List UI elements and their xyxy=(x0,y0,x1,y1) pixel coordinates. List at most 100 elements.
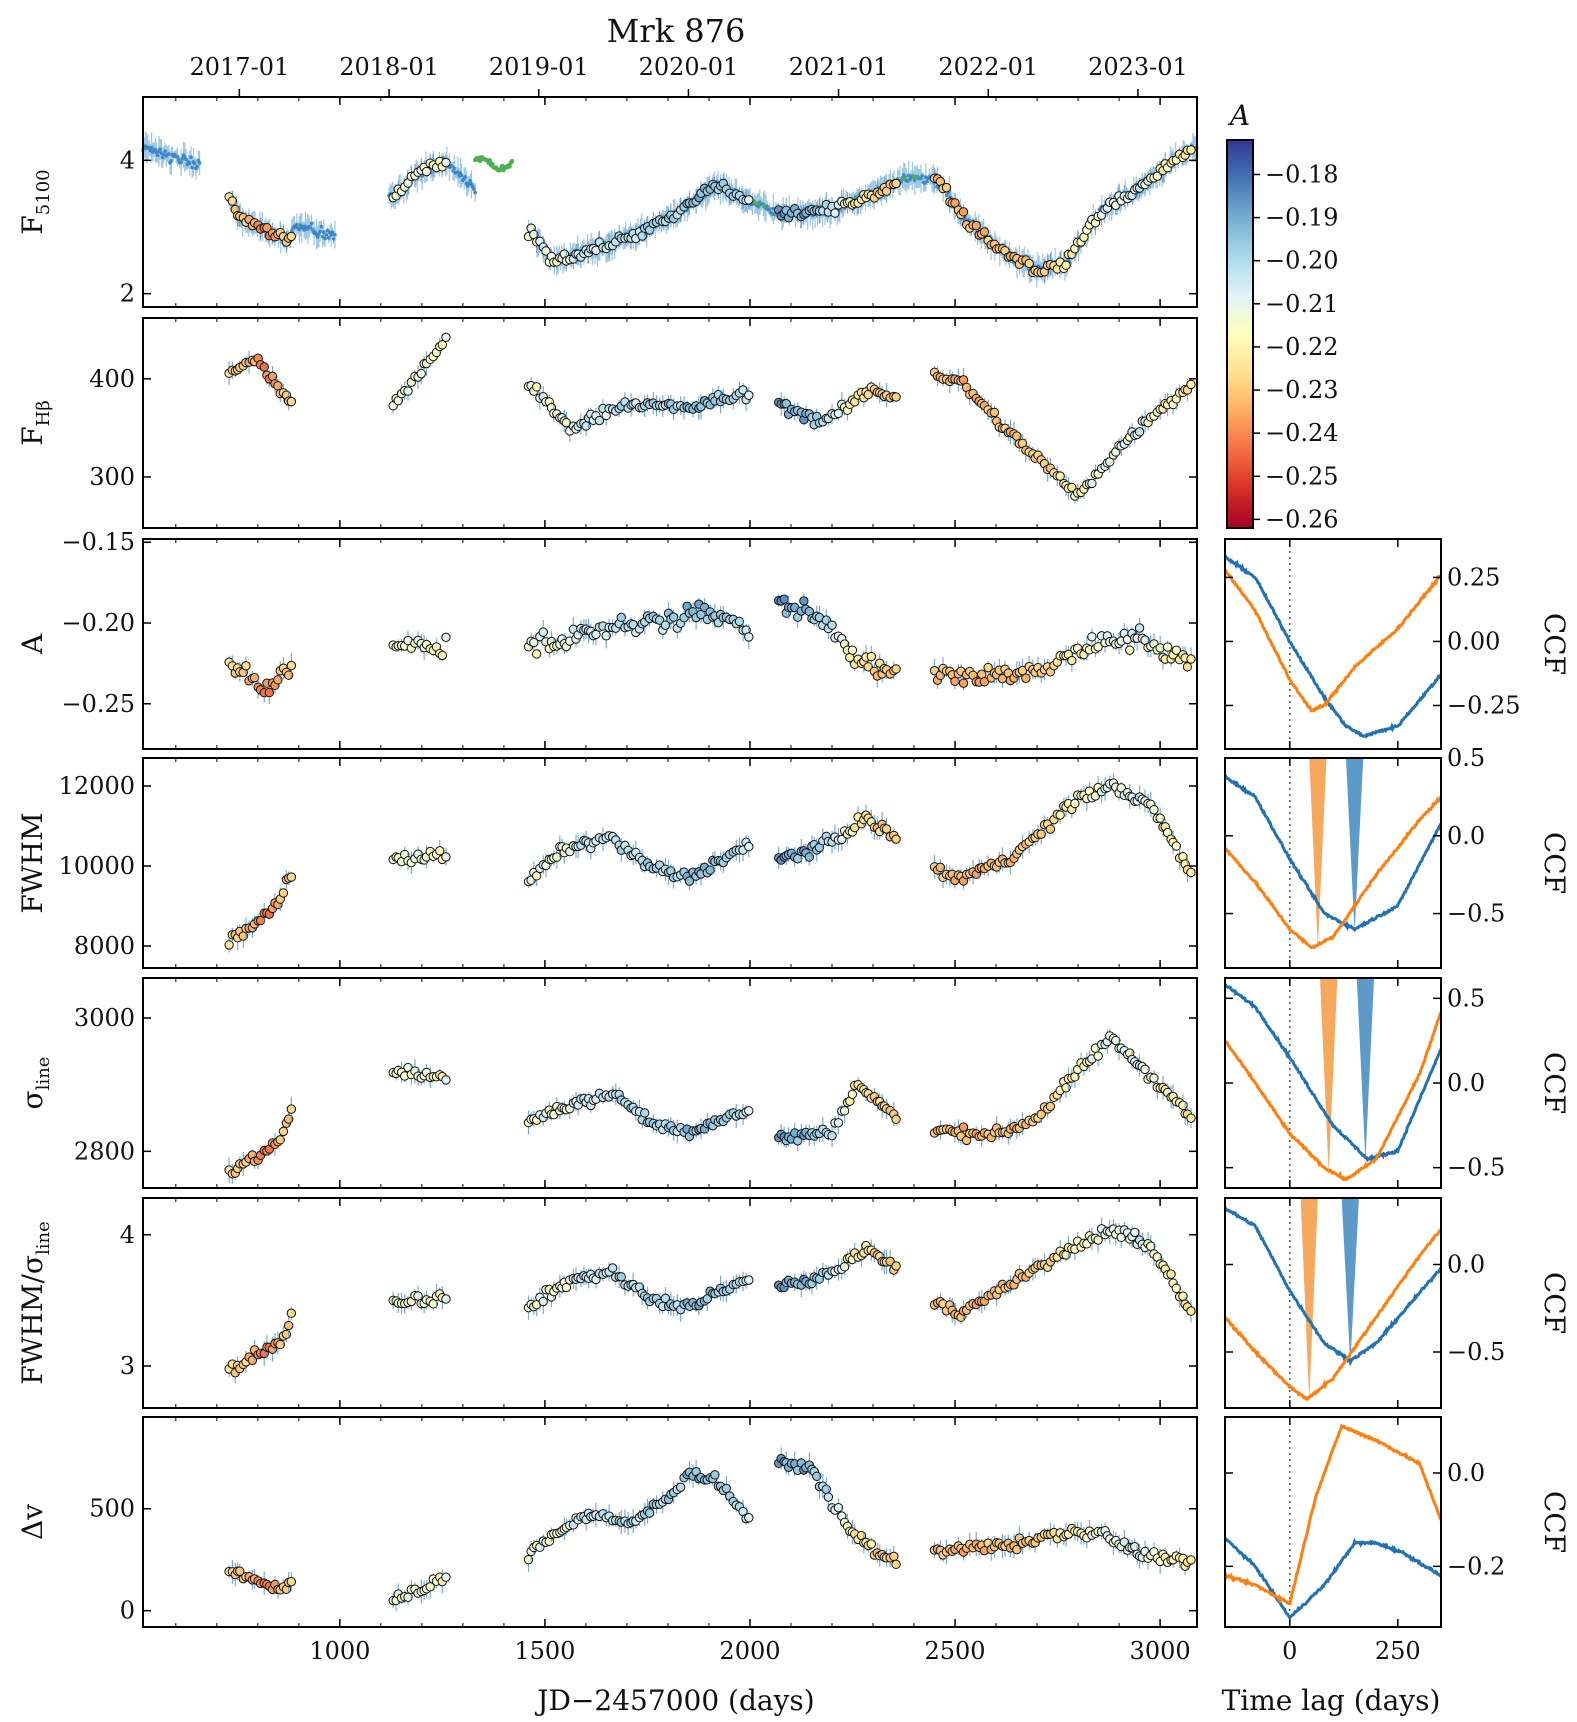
data-point xyxy=(437,650,448,661)
y-tick-label: 400 xyxy=(89,365,135,393)
data-point xyxy=(477,158,483,164)
data-point xyxy=(833,1118,844,1128)
data-point xyxy=(278,888,289,898)
data-point xyxy=(541,246,551,256)
y-tick-label: 2 xyxy=(120,280,135,308)
data-point xyxy=(1178,1100,1188,1110)
panel-frame xyxy=(142,538,1198,750)
data-point xyxy=(1178,1291,1188,1301)
data-point xyxy=(1162,642,1173,652)
light-curve-panels: 24F5100300400FHβ−0.25−0.20−0.15A80001000… xyxy=(16,89,1199,1665)
data-point xyxy=(640,1108,650,1118)
data-point xyxy=(1186,1113,1196,1123)
top-date-tick-label: 2017-01 xyxy=(190,53,290,81)
data-point xyxy=(283,1320,294,1331)
y-axis-label: FWHM xyxy=(16,812,49,913)
data-point xyxy=(744,1106,754,1116)
data-point xyxy=(441,1075,451,1085)
data-point xyxy=(1055,810,1065,820)
data-point xyxy=(1134,427,1145,437)
data-point xyxy=(286,1308,297,1318)
data-point xyxy=(441,852,451,862)
data-point xyxy=(839,1106,850,1116)
y-axis-label-main: A xyxy=(16,633,49,655)
y-tick-label: 300 xyxy=(89,463,135,491)
data-point xyxy=(286,396,297,407)
data-point xyxy=(421,166,432,177)
data-point xyxy=(330,230,335,234)
data-point xyxy=(286,872,297,882)
data-point xyxy=(799,596,809,606)
data-point xyxy=(1087,632,1097,642)
data-point xyxy=(538,627,548,637)
y-axis-label-subscript: 5100 xyxy=(33,169,54,215)
data-point xyxy=(538,1296,548,1307)
data-point xyxy=(891,392,901,402)
data-point xyxy=(1055,471,1065,481)
top-date-tick-label: 2018-01 xyxy=(339,53,439,81)
data-point xyxy=(459,173,464,178)
data-point xyxy=(441,632,451,643)
top-date-axis: 2017-01 2018-01 2019-01 2020-01 2021-01 2022-… xyxy=(190,53,1188,81)
data-point xyxy=(264,687,274,698)
y-tick-label: 12000 xyxy=(59,772,135,800)
data-point xyxy=(827,1130,837,1141)
y-axis-label-subscript: line xyxy=(33,1057,54,1091)
top-date-tick-label: 2021-01 xyxy=(789,53,889,81)
data-point xyxy=(847,1089,858,1099)
data-point xyxy=(891,1261,901,1271)
top-date-tick-label: 2019-01 xyxy=(489,53,589,81)
data-point xyxy=(761,203,767,209)
panel-F5100: 2 4 F5100 xyxy=(16,89,1199,308)
data-point xyxy=(616,612,626,623)
panel-A: −0.25 −0.20 −0.15 A xyxy=(16,528,1198,750)
data-point xyxy=(281,1329,292,1339)
data-point xyxy=(847,645,858,655)
data-point xyxy=(779,594,789,604)
data-point xyxy=(744,390,754,400)
panel-FWHM: 8000 10000 12000 FWHM xyxy=(16,757,1198,969)
data-point xyxy=(754,201,759,206)
data-point xyxy=(901,176,907,181)
top-date-tick-label: 2020-01 xyxy=(639,53,739,81)
panel-frame xyxy=(142,317,1198,529)
data-point xyxy=(507,164,512,169)
y-axis-label-main: FWHM xyxy=(16,812,49,913)
data-point xyxy=(979,227,990,237)
data-point xyxy=(1186,379,1196,390)
panel-FHb: 300 400 FHβ xyxy=(16,317,1198,529)
data-point xyxy=(1130,1227,1140,1238)
data-point xyxy=(914,175,919,180)
data-point xyxy=(616,1272,626,1282)
y-axis-label-main: F xyxy=(16,426,49,445)
panel-sigma: 2800 3000 σline xyxy=(16,977,1198,1189)
data-point xyxy=(1166,1269,1176,1279)
data-point xyxy=(1125,645,1135,655)
data-point xyxy=(1093,1051,1103,1061)
data-point xyxy=(1186,654,1196,664)
data-point xyxy=(224,940,234,950)
data-point xyxy=(1134,623,1145,633)
data-point xyxy=(325,228,330,233)
data-point xyxy=(1070,798,1080,809)
panel-frame xyxy=(142,757,1198,969)
data-point xyxy=(958,1122,969,1132)
data-point xyxy=(278,1126,289,1137)
y-axis-label: σline xyxy=(16,1057,54,1110)
y-axis-label: FHβ xyxy=(16,400,54,446)
data-point xyxy=(734,616,745,627)
data-point xyxy=(531,649,542,659)
data-point xyxy=(1182,662,1193,672)
y-tick-label: −0.25 xyxy=(61,690,135,718)
y-axis-label-subscript: Hβ xyxy=(33,400,54,426)
data-point xyxy=(473,190,477,195)
panel-frame xyxy=(142,977,1198,1189)
data-point xyxy=(309,221,314,226)
data-point xyxy=(744,1275,754,1285)
data-point xyxy=(830,208,840,218)
data-point xyxy=(286,1104,297,1114)
data-point xyxy=(273,381,283,391)
data-point xyxy=(1186,867,1196,878)
